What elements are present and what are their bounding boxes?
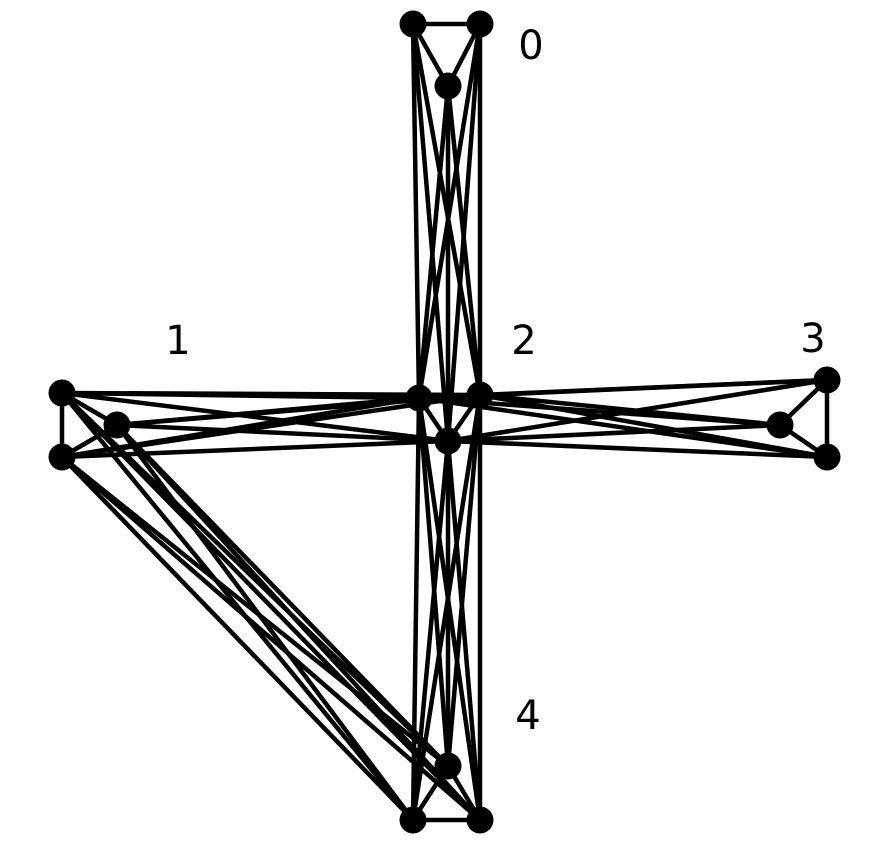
- cluster-label-1: 1: [165, 318, 190, 364]
- edge-c1-b-c4-c: [114, 422, 483, 823]
- cluster-label-0: 0: [518, 23, 543, 69]
- node-c3-c: [813, 443, 841, 471]
- edge-c3-b-c2-b: [477, 392, 783, 428]
- edge-c0-c-c2-a: [416, 83, 451, 401]
- edge-c3-b-c2-c: [445, 422, 783, 444]
- edge-c0-a-c2-a: [410, 21, 422, 401]
- edge-c1-c-c4-c: [59, 454, 483, 823]
- edge-c3-c-c2-a: [416, 395, 830, 460]
- edge-c0-a-c2-c: [410, 21, 451, 444]
- edge-c4-c-c2-c: [445, 438, 483, 823]
- cluster-label-4: 4: [515, 693, 540, 739]
- node-c4-c: [466, 806, 494, 834]
- node-c1-a: [48, 379, 76, 407]
- edge-c1-b-c4-b: [114, 422, 416, 823]
- node-c2-c: [434, 427, 462, 455]
- edge-c1-c-c4-a: [59, 454, 451, 769]
- node-c4-b: [399, 806, 427, 834]
- node-c0-c: [434, 72, 462, 100]
- edge-c3-c-c2-b: [477, 392, 830, 460]
- edge-c1-a-c4-c: [59, 390, 483, 823]
- node-c0-a: [399, 10, 427, 38]
- edge-c3-c-c2-c: [445, 438, 830, 460]
- node-c2-a: [405, 384, 433, 412]
- edge-c4-c-c2-a: [416, 395, 483, 823]
- edge-c1-c-c4-b: [59, 454, 416, 823]
- cluster-label-3: 3: [800, 316, 825, 362]
- edge-c1-a-c4-a: [59, 390, 451, 769]
- node-c4-a: [434, 752, 462, 780]
- nodes-layer: [48, 10, 841, 834]
- node-c3-a: [813, 366, 841, 394]
- node-c2-b: [466, 381, 494, 409]
- edges-layer: [59, 21, 830, 823]
- labels-layer: 0 1 2 3 4: [165, 23, 825, 739]
- node-c3-b: [766, 411, 794, 439]
- edge-c4-a-c2-b: [445, 392, 483, 769]
- edge-c0-c-c2-b: [445, 83, 483, 398]
- node-c1-c: [48, 443, 76, 471]
- node-c1-b: [103, 411, 131, 439]
- edge-c1-a-c2-c: [59, 390, 451, 444]
- node-c0-b: [466, 10, 494, 38]
- edge-c3-a-c2-b: [477, 377, 830, 398]
- cluster-label-2: 2: [511, 318, 536, 364]
- edge-c1-b-c2-c: [114, 422, 451, 444]
